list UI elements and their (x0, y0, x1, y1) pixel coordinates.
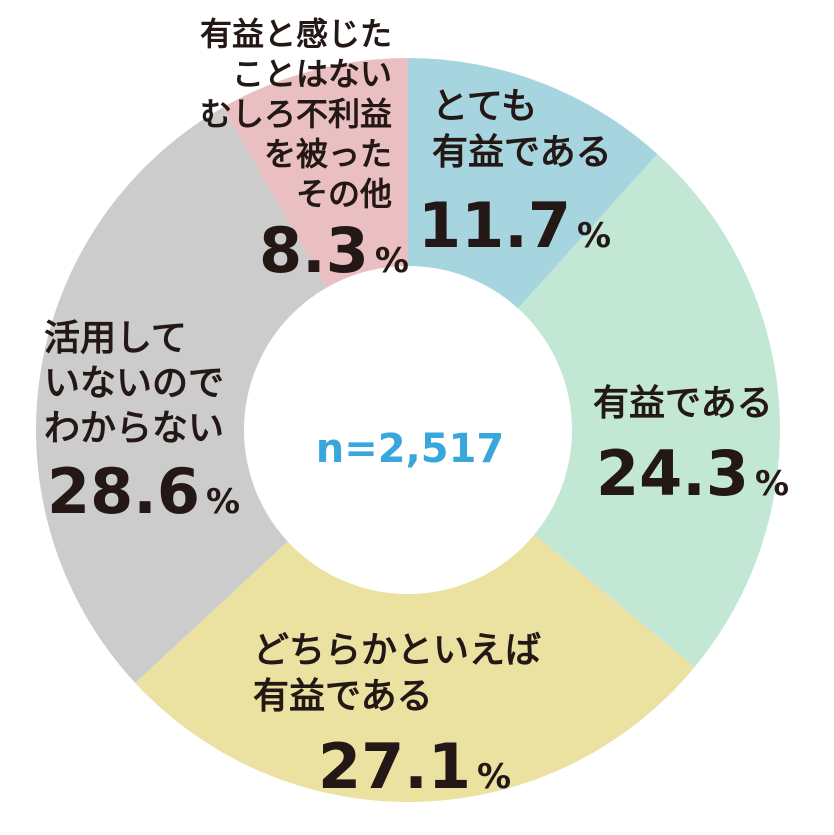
slice-3 (36, 107, 409, 683)
slice-4-value: 8.3% (259, 214, 409, 287)
slice-4-label-line-2: むしろ不利益 (200, 95, 392, 133)
slice-0-value: 11.7% (418, 189, 611, 262)
slice-0-label-line-0: とても (432, 86, 537, 127)
slice-3-label-line-1: いないので (44, 363, 224, 404)
slice-3-label-line-2: わからない (44, 408, 224, 449)
slice-2 (135, 430, 695, 802)
slice-1-value: 24.3% (596, 437, 789, 510)
slice-1-label-line-0: 有益である (593, 383, 773, 424)
slice-4-label-line-3: を被った (264, 135, 392, 173)
slice-4-label-line-1: ことはない (232, 55, 392, 93)
slice-1 (408, 154, 781, 668)
slice-4-label-line-0: 有益と感じた (200, 15, 392, 53)
slice-3-label-line-0: 活用して (44, 318, 187, 359)
sample-size-label: n=2,517 (316, 426, 505, 472)
slice-0-label-line-1: 有益である (432, 132, 612, 173)
slice-2-label-line-0: どちらかといえば (253, 630, 541, 671)
donut-hole (244, 266, 572, 594)
slice-2-label-line-1: 有益である (253, 676, 433, 717)
slice-3-value: 28.6% (47, 455, 240, 528)
slice-4-label-line-4: その他 (296, 175, 392, 213)
slice-2-value: 27.1% (318, 730, 511, 803)
